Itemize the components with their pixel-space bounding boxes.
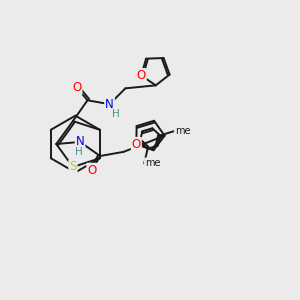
Text: me: me [175,126,190,136]
Text: O: O [132,138,141,151]
Text: N: N [76,135,84,148]
Text: H: H [75,147,83,158]
Text: N: N [105,98,114,111]
Text: O: O [136,69,146,82]
Text: me: me [145,158,161,168]
Text: O: O [72,81,82,94]
Text: S: S [69,160,76,173]
Text: O: O [87,164,97,177]
Text: H: H [112,109,120,119]
